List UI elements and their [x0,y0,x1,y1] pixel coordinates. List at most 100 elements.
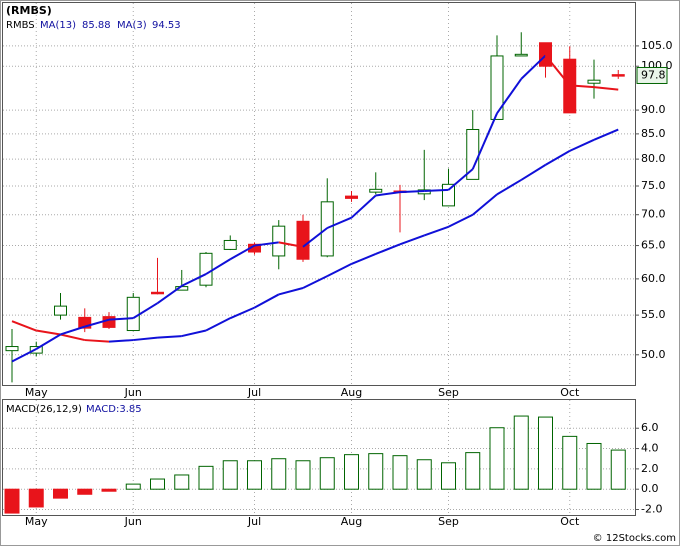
ma-line-segment [108,317,134,321]
ma-line-segment [11,348,37,363]
ma-line-segment [423,225,449,237]
macd-bar [368,453,384,490]
ma-line-segment [60,325,86,336]
macd-bar [392,455,408,490]
y-tick-label: 80.0 [641,152,666,165]
candle-body [272,225,286,257]
ma-line-segment [278,241,304,248]
ma-line-segment [326,263,352,278]
candle-body [5,346,19,352]
macd-bar [101,488,117,492]
legend-entry: MA(3) [117,20,147,31]
x-tick-label: Oct [560,515,580,528]
ma-line-segment [472,193,498,216]
y-tick-label: 50.0 [641,348,666,361]
x-tick-label: Aug [341,386,362,399]
ma-line-segment [132,302,159,319]
ma-line-segment [544,54,571,87]
ma-line-segment [399,190,425,194]
candle-body [490,55,504,120]
price-panel [2,2,636,386]
ma-line-segment [471,112,498,170]
ma-line-segment [36,329,61,336]
legend-entry: MA(13) [40,20,76,31]
ma-line-segment [205,317,231,332]
ma-line-segment [593,86,619,91]
macd-bar [174,474,190,490]
y-tick-label: 6.0 [641,421,659,434]
macd-bar [538,416,553,490]
ma-line-segment [569,138,595,152]
macd-bar [465,452,481,490]
ma-line-segment [229,306,255,320]
macd-bar [441,462,456,490]
macd-bar [344,454,359,490]
x-tick-label: Jun [124,515,142,528]
ma-line-segment [254,241,279,247]
macd-bar [28,488,44,508]
ma-line-segment [11,320,37,332]
ma-line-segment [157,335,182,339]
macd-bar [150,478,165,490]
y-tick-label: 2.0 [641,462,659,475]
ma-line-segment [496,179,522,196]
macd-bar [586,442,602,490]
last-price-label: 97.8 [641,68,666,81]
y-tick-label: 4.0 [641,442,659,455]
chart-title: (RMBS) [6,4,52,17]
candle-body [151,291,164,295]
candle-body [587,79,601,84]
y-tick-label: 75.0 [641,179,666,192]
ma-line-segment [447,168,474,191]
y-tick-label: 70.0 [641,208,666,221]
macd-bar [271,458,287,490]
ma-line-segment [181,273,207,287]
y-tick-label: 105.0 [641,39,673,52]
y-tick-label: 85.0 [641,127,666,140]
ma-line-segment [156,285,183,304]
ma-line-segment [181,329,207,338]
macd-bar [562,435,578,490]
candle-body [199,252,213,286]
footer: © 12Stocks.com [593,533,676,544]
ma-line-segment [108,339,134,343]
ma-line-segment [520,164,547,181]
ma-line-segment [302,275,328,289]
candle-body [369,188,383,193]
macd-bar [295,460,311,490]
y-tick-label: 0.0 [641,482,659,495]
candle-body [345,195,358,199]
macd-bar [610,449,626,490]
candle-body [539,42,552,67]
macd-bar [247,460,262,490]
ma-line-segment [229,244,255,261]
x-tick-label: May [25,386,48,399]
ma-line-segment [448,213,474,228]
x-tick-label: Jul [247,386,261,399]
candle-body [78,316,92,329]
macd-bar [222,460,238,490]
macd-bar [53,488,68,499]
ma-line-segment [278,287,304,296]
panel-title: MACD(26,12,9) [6,404,82,415]
ma-line-segment [593,128,619,141]
legend-value: 94.53 [152,20,181,31]
y-tick-label: 55.0 [641,308,666,321]
x-tick-label: Oct [560,386,580,399]
candle-body [102,316,116,328]
ma-line-segment [326,216,352,229]
ma-line-segment [424,188,449,193]
x-tick-label: Aug [341,515,362,528]
y-tick-label: 90.0 [641,103,666,116]
macd-bar [319,457,335,490]
ma-line-segment [133,336,158,342]
ma-line-segment [205,258,231,275]
ma-line-segment [35,333,62,350]
legend-value: 85.88 [82,20,111,31]
x-tick-label: Sep [438,386,459,399]
ma-line-segment [496,78,523,114]
candle-body [514,53,528,57]
legend-entry: RMBS [6,20,35,31]
